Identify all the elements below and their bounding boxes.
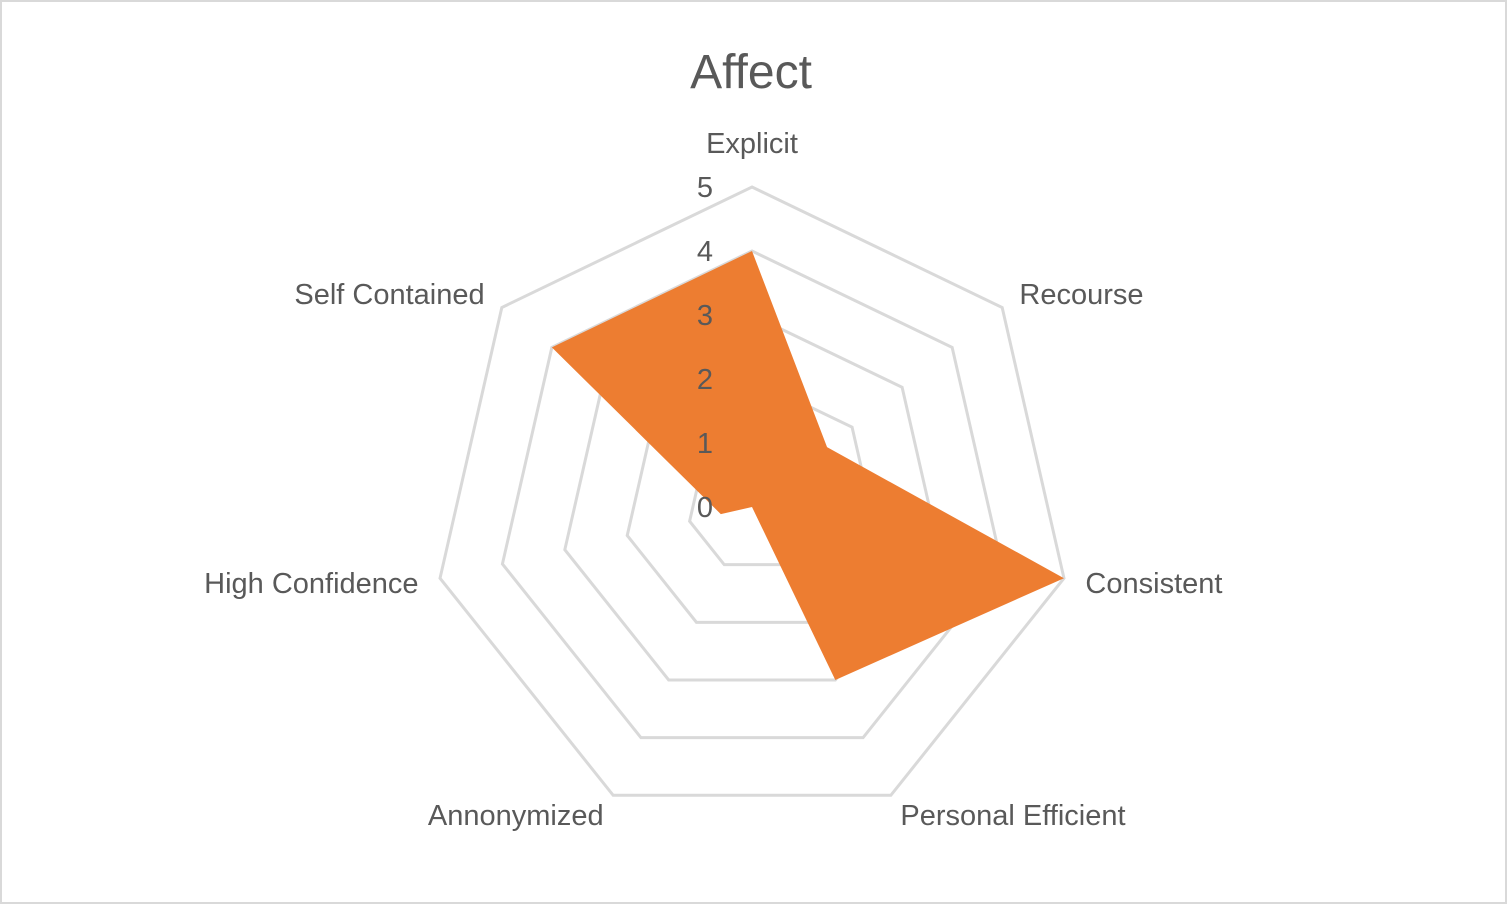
- category-label: Self Contained: [294, 279, 484, 311]
- grid-ring-5: [438, 185, 1066, 797]
- category-labels: Explicit Recourse Consistent Personal Effic…: [204, 128, 1222, 832]
- tick-label: 5: [697, 172, 713, 204]
- category-label: Personal Efficient: [900, 800, 1125, 832]
- tick-label: 3: [697, 300, 713, 332]
- tick-label: 2: [697, 364, 713, 396]
- category-label: High Confidence: [204, 568, 418, 600]
- tick-label: 0: [697, 492, 713, 524]
- radar-series: [551, 251, 1064, 680]
- radial-tick-labels: 0 1 2 3 4 5: [697, 172, 713, 524]
- category-label: Recourse: [1019, 279, 1143, 311]
- grid-ring-2: [625, 377, 879, 624]
- category-label: Consistent: [1085, 568, 1222, 600]
- series-area-0: [551, 251, 1064, 680]
- category-label: Explicit: [706, 128, 798, 160]
- chart-title: Affect: [690, 46, 812, 99]
- category-label: Annonymized: [428, 800, 604, 832]
- tick-label: 4: [697, 236, 713, 268]
- grid-ring-3: [563, 313, 941, 682]
- grid-ring-4: [500, 249, 1004, 740]
- tick-label: 1: [697, 428, 713, 460]
